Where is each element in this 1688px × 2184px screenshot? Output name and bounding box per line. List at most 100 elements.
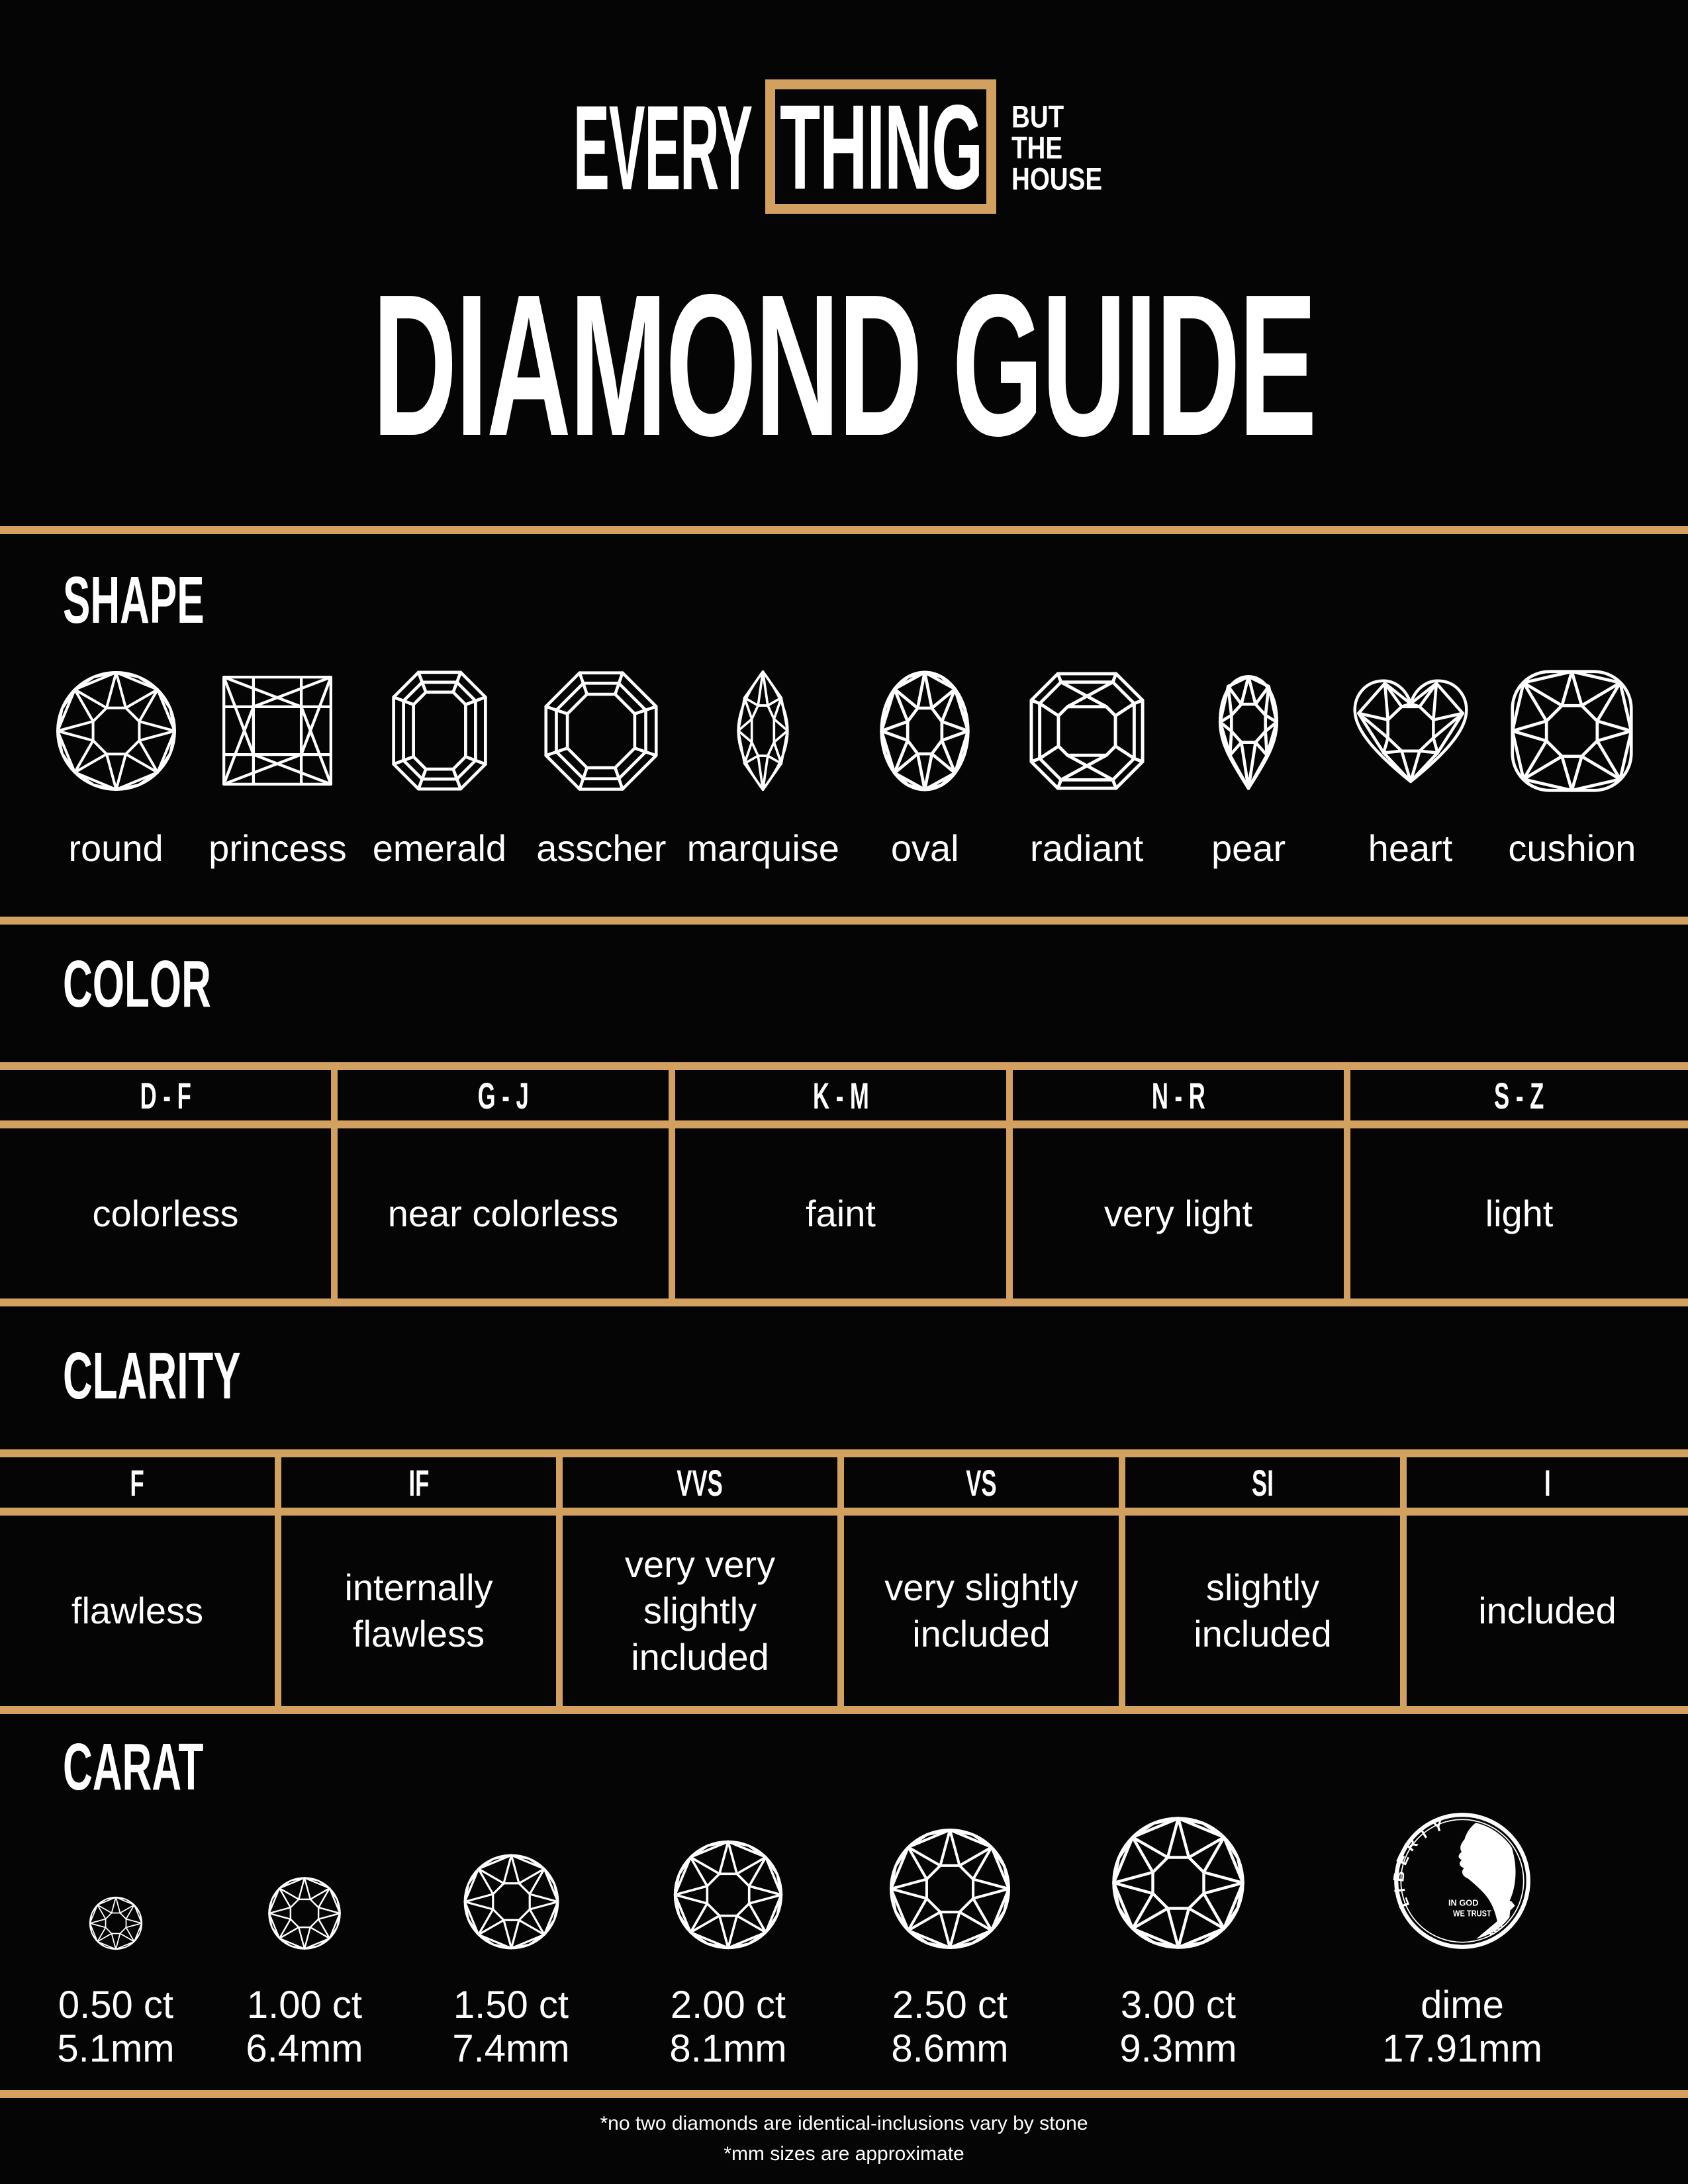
carat-item-100: 1.00 ct 6.4mm — [205, 1797, 404, 2071]
color-table: D - F G - J K - M N - R S - Z colorless … — [0, 1062, 1688, 1306]
clarity-grade-cell: SI — [1125, 1449, 1407, 1516]
clarity-grade-cell: VVS — [563, 1449, 844, 1516]
dime-motto-line2: WE TRUST — [1453, 1908, 1491, 1918]
color-desc-cell: colorless — [0, 1128, 338, 1306]
ebth-logo: EVERY THING BUT THE HOUSE — [0, 79, 1688, 215]
diamond-2.50ct-icon — [888, 1827, 1011, 1950]
clarity-desc-cell: flawless — [0, 1516, 281, 1714]
oval-shape-icon — [880, 670, 970, 791]
clarity-grade-cell: VS — [844, 1449, 1125, 1516]
diamond-1.00ct-icon — [268, 1877, 341, 1950]
carat-label: 1.50 ct 7.4mm — [452, 1983, 570, 2070]
clarity-table: F IF VVS VS SI I flawless internally fla… — [0, 1449, 1688, 1714]
emerald-shape-icon — [392, 670, 487, 791]
carat-label: 2.00 ct 8.1mm — [669, 1983, 787, 2070]
diamond-2.00ct-icon — [673, 1840, 783, 1950]
radiant-shape-icon — [1029, 672, 1145, 790]
clarity-grade-cell: I — [1407, 1449, 1688, 1516]
shape-item-oval: oval — [859, 667, 991, 868]
clarity-grade-cell: IF — [281, 1449, 563, 1516]
shape-label: pear — [1211, 827, 1286, 869]
diamond-3.00ct-icon — [1111, 1815, 1246, 1950]
carat-label: dime 17.91mm — [1382, 1983, 1542, 2070]
divider-top — [0, 526, 1688, 534]
dime-motto-line1: IN GOD — [1448, 1898, 1479, 1908]
diamond-1.50ct-icon — [463, 1854, 559, 1950]
logo-house-text: HOUSE — [1011, 161, 1103, 196]
carat-label: 2.50 ct 8.6mm — [891, 1983, 1009, 2070]
shape-row: round princess — [0, 667, 1688, 868]
footnote-line-1: *no two diamonds are identical-inclusion… — [600, 2113, 1088, 2134]
carat-item-200: 2.00 ct 8.1mm — [629, 1797, 827, 2071]
color-grade-cell: N - R — [1013, 1062, 1350, 1128]
carat-label: 0.50 ct 5.1mm — [57, 1983, 175, 2070]
color-grade-cell: K - M — [675, 1062, 1013, 1128]
divider-color — [0, 917, 1688, 925]
shape-label: round — [68, 827, 164, 869]
color-grade-cell: G - J — [338, 1062, 675, 1128]
carat-section-heading: CARAT — [63, 1730, 204, 1804]
marquise-shape-icon — [737, 670, 789, 791]
asscher-shape-icon — [544, 670, 658, 791]
shape-label: cushion — [1508, 827, 1636, 869]
shape-label: asscher — [536, 827, 667, 869]
logo-thing-box: THING — [765, 79, 996, 214]
shape-label: marquise — [686, 827, 839, 869]
shape-item-round: round — [50, 667, 182, 868]
carat-label: 1.00 ct 6.4mm — [246, 1983, 363, 2070]
shape-item-emerald: emerald — [373, 667, 506, 868]
dime-liberty-text: LIBERTY — [1393, 1815, 1445, 1910]
clarity-desc-cell: included — [1407, 1516, 1688, 1714]
shape-label: princess — [209, 827, 347, 869]
shape-item-asscher: asscher — [535, 667, 667, 868]
cushion-shape-icon — [1511, 669, 1634, 792]
clarity-desc-cell: very very slightly included — [563, 1516, 844, 1714]
carat-item-150: 1.50 ct 7.4mm — [412, 1797, 610, 2071]
dime-icon: LIBERTY IN GOD WE TRUST 2022 — [1393, 1813, 1530, 1949]
logo-but-the-house: BUT THE HOUSE — [1011, 101, 1102, 194]
shape-item-princess: princess — [209, 667, 347, 869]
shape-item-cushion: cushion — [1506, 667, 1638, 868]
clarity-grade-cell: F — [0, 1449, 281, 1516]
pear-shape-icon — [1219, 674, 1279, 790]
shape-label: emerald — [372, 827, 507, 869]
color-section-heading: COLOR — [63, 947, 211, 1021]
shape-item-pear: pear — [1182, 667, 1315, 868]
logo-every-text: EVERY — [573, 79, 753, 215]
color-desc-cell: near colorless — [338, 1128, 675, 1306]
logo-thing-text: THING — [779, 79, 983, 214]
shape-label: heart — [1368, 827, 1453, 869]
carat-item-300: 3.00 ct 9.3mm — [1079, 1797, 1278, 2071]
color-desc-cell: light — [1350, 1128, 1688, 1306]
diamond-0.50ct-icon — [89, 1896, 143, 1950]
logo-every-wordmark: EVERY — [569, 79, 756, 215]
color-grade-cell: D - F — [0, 1062, 338, 1128]
princess-shape-icon — [222, 676, 333, 786]
heart-shape-icon — [1353, 679, 1468, 784]
carat-item-250: 2.50 ct 8.6mm — [851, 1797, 1049, 2071]
round-shape-icon — [55, 670, 177, 792]
clarity-desc-cell: very slightly included — [844, 1516, 1125, 1714]
logo-the-text: THE — [1011, 130, 1063, 165]
carat-label: 3.00 ct 9.3mm — [1119, 1983, 1237, 2070]
clarity-section-heading: CLARITY — [63, 1339, 241, 1413]
shape-section-heading: SHAPE — [63, 563, 205, 637]
logo-but-text: BUT — [1011, 99, 1064, 134]
shape-label: radiant — [1030, 827, 1144, 869]
carat-item-050: 0.50 ct 5.1mm — [17, 1797, 215, 2071]
color-desc-cell: faint — [675, 1128, 1013, 1306]
shape-item-radiant: radiant — [1021, 667, 1153, 868]
clarity-desc-cell: internally flawless — [281, 1516, 563, 1714]
divider-bottom — [0, 2090, 1688, 2098]
footnotes: *no two diamonds are identical-inclusion… — [0, 2109, 1688, 2169]
footnote-line-2: *mm sizes are approximate — [724, 2143, 964, 2165]
page-title: DIAMOND GUIDE — [372, 252, 1317, 478]
shape-item-heart: heart — [1344, 667, 1477, 868]
svg-text:LIBERTY: LIBERTY — [1393, 1815, 1450, 1910]
shape-item-marquise: marquise — [687, 667, 839, 868]
color-desc-cell: very light — [1013, 1128, 1350, 1306]
shape-label: oval — [890, 827, 959, 869]
color-grade-cell: S - Z — [1350, 1062, 1688, 1128]
